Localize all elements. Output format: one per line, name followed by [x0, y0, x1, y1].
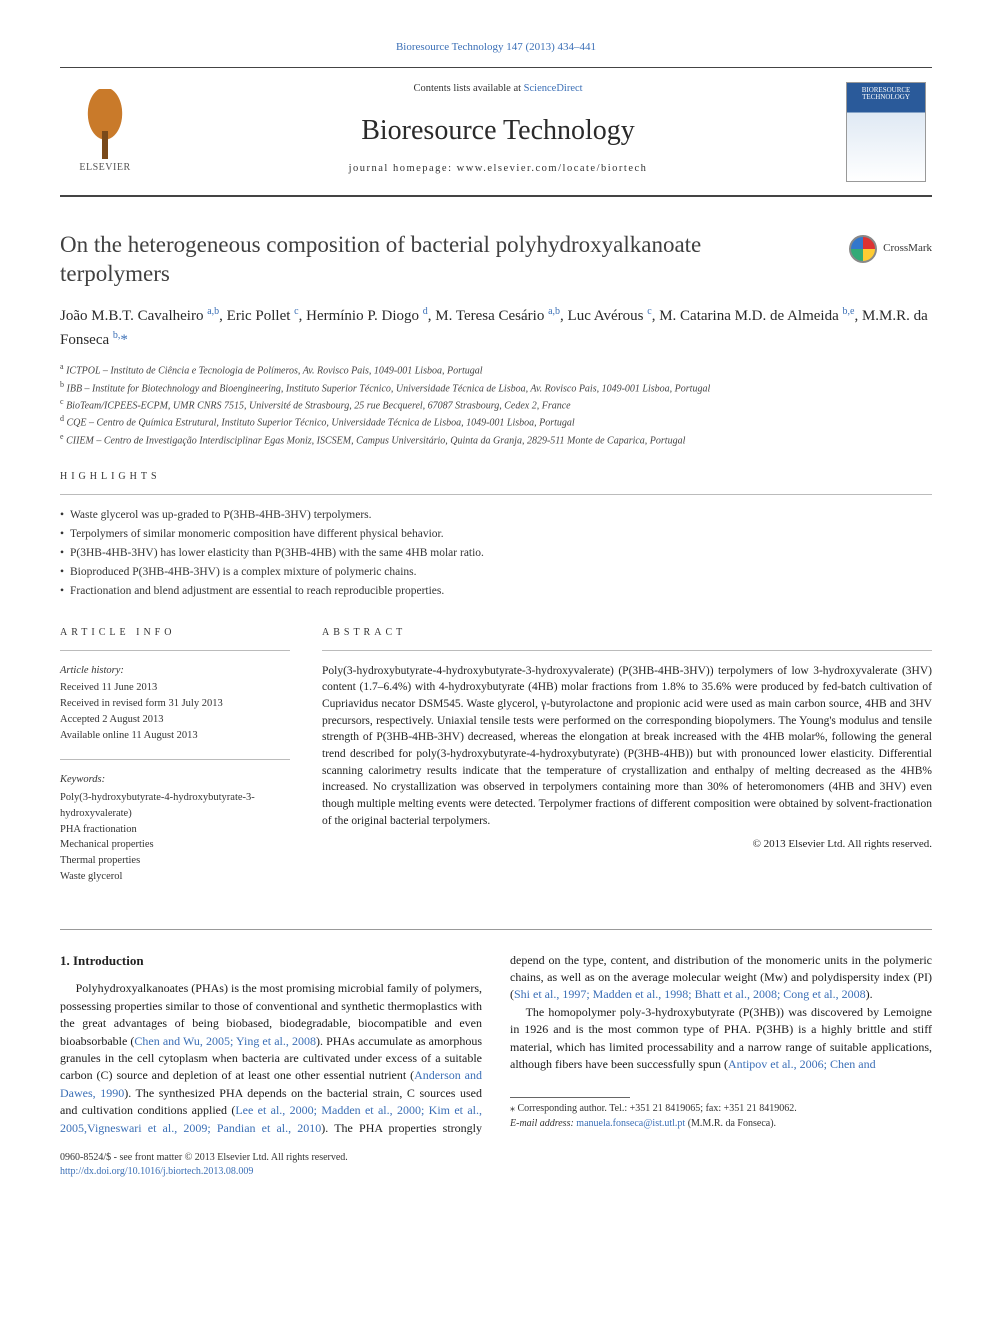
keyword-line: PHA fractionation — [60, 822, 290, 838]
body-divider — [60, 929, 932, 930]
authors-line: João M.B.T. Cavalheiro a,b, Eric Pollet … — [60, 304, 932, 351]
article-history-block: Article history: Received 11 June 2013Re… — [60, 663, 290, 744]
highlight-item: Waste glycerol was up-graded to P(3HB-4H… — [60, 507, 932, 523]
homepage-url[interactable]: www.elsevier.com/locate/biortech — [457, 163, 648, 174]
highlight-item: Bioproduced P(3HB-4HB-3HV) is a complex … — [60, 564, 932, 580]
ref-link[interactable]: Shi et al., 1997; Madden et al., 1998; B… — [514, 987, 866, 1001]
homepage-prefix: journal homepage: — [349, 163, 457, 174]
article-title: On the heterogeneous composition of bact… — [60, 231, 932, 289]
history-line: Received in revised form 31 July 2013 — [60, 696, 290, 712]
contents-prefix: Contents lists available at — [413, 83, 523, 94]
abstract-column: ABSTRACT Poly(3-hydroxybutyrate-4-hydrox… — [322, 626, 932, 901]
keyword-line: Poly(3-hydroxybutyrate-4-hydroxybutyrate… — [60, 790, 290, 822]
corr-email-line: E-mail address: manuela.fonseca@ist.utl.… — [510, 1117, 932, 1132]
affiliation-line: d CQE – Centro de Química Estrutural, In… — [60, 413, 932, 430]
footer-meta: 0960-8524/$ - see front matter © 2013 El… — [60, 1151, 932, 1179]
ref-link[interactable]: Antipov et al., 2006; Chen and — [728, 1057, 876, 1071]
history-line: Available online 11 August 2013 — [60, 728, 290, 744]
masthead-center: Contents lists available at ScienceDirec… — [150, 76, 846, 187]
footer-issn-line: 0960-8524/$ - see front matter © 2013 El… — [60, 1151, 932, 1165]
crossmark-label: CrossMark — [883, 242, 932, 256]
article-history-head: Article history: — [60, 663, 290, 679]
journal-cover-thumb: BIORESOURCE TECHNOLOGY — [846, 82, 926, 182]
article-info-divider — [60, 650, 290, 651]
corr-email-link[interactable]: manuela.fonseca@ist.utl.pt — [576, 1118, 685, 1129]
history-line: Accepted 2 August 2013 — [60, 712, 290, 728]
corr-author-line: ⁎ Corresponding author. Tel.: +351 21 84… — [510, 1102, 932, 1117]
article-info-label: ARTICLE INFO — [60, 626, 290, 640]
citation-line: Bioresource Technology 147 (2013) 434–44… — [60, 40, 932, 55]
affiliation-line: c BioTeam/ICPEES-ECPM, UMR CNRS 7515, Un… — [60, 396, 932, 413]
footer-doi-link[interactable]: http://dx.doi.org/10.1016/j.biortech.201… — [60, 1166, 253, 1177]
cover-thumb-label: BIORESOURCE TECHNOLOGY — [851, 87, 921, 102]
contents-available-line: Contents lists available at ScienceDirec… — [150, 82, 846, 97]
ref-link[interactable]: Chen and Wu, 2005; Ying et al., 2008 — [134, 1034, 316, 1048]
keyword-line: Mechanical properties — [60, 837, 290, 853]
corresponding-author-footnote: ⁎ Corresponding author. Tel.: +351 21 84… — [510, 1091, 932, 1131]
highlight-item: Terpolymers of similar monomeric composi… — [60, 526, 932, 542]
footnote-rule — [510, 1097, 630, 1098]
keyword-line: Waste glycerol — [60, 869, 290, 885]
publisher-block: ELSEVIER — [60, 89, 150, 175]
history-line: Received 11 June 2013 — [60, 680, 290, 696]
crossmark-widget[interactable]: CrossMark — [849, 235, 932, 263]
affiliation-line: e CIIEM – Centro de Investigação Interdi… — [60, 431, 932, 448]
intro-p1-e: ). — [866, 987, 873, 1001]
intro-heading: 1. Introduction — [60, 952, 482, 971]
article-info-column: ARTICLE INFO Article history: Received 1… — [60, 626, 290, 901]
email-label: E-mail address: — [510, 1118, 576, 1129]
cover-thumb-wrap: BIORESOURCE TECHNOLOGY — [846, 82, 932, 182]
elsevier-tree-icon — [75, 89, 135, 159]
highlights-list: Waste glycerol was up-graded to P(3HB-4H… — [60, 507, 932, 599]
highlight-item: Fractionation and blend adjustment are e… — [60, 583, 932, 599]
journal-name: Bioresource Technology — [150, 111, 846, 150]
crossmark-icon — [849, 235, 877, 263]
article-title-text: On the heterogeneous composition of bact… — [60, 232, 701, 286]
affiliation-line: b IBB – Institute for Biotechnology and … — [60, 379, 932, 396]
keywords-divider — [60, 759, 290, 760]
sciencedirect-link[interactable]: ScienceDirect — [524, 83, 583, 94]
abstract-copyright: © 2013 Elsevier Ltd. All rights reserved… — [322, 837, 932, 852]
keywords-block: Keywords: Poly(3-hydroxybutyrate-4-hydro… — [60, 772, 290, 884]
journal-homepage-line: journal homepage: www.elsevier.com/locat… — [150, 162, 846, 177]
highlights-divider — [60, 494, 932, 495]
body-columns: 1. Introduction Polyhydroxyalkanoates (P… — [60, 952, 932, 1137]
intro-para-2: The homopolymer poly-3-hydroxybutyrate (… — [510, 1004, 932, 1074]
abstract-label: ABSTRACT — [322, 626, 932, 640]
abstract-text: Poly(3-hydroxybutyrate-4-hydroxybutyrate… — [322, 663, 932, 830]
keywords-head: Keywords: — [60, 772, 290, 788]
abstract-divider — [322, 650, 932, 651]
affiliations-block: a ICTPOL – Instituto de Ciência e Tecnol… — [60, 361, 932, 448]
journal-masthead: ELSEVIER Contents lists available at Sci… — [60, 67, 932, 197]
email-owner: (M.M.R. da Fonseca). — [685, 1118, 776, 1129]
highlight-item: P(3HB-4HB-3HV) has lower elasticity than… — [60, 545, 932, 561]
affiliation-line: a ICTPOL – Instituto de Ciência e Tecnol… — [60, 361, 932, 378]
highlights-label: HIGHLIGHTS — [60, 470, 932, 484]
publisher-label: ELSEVIER — [79, 161, 130, 175]
keyword-line: Thermal properties — [60, 853, 290, 869]
